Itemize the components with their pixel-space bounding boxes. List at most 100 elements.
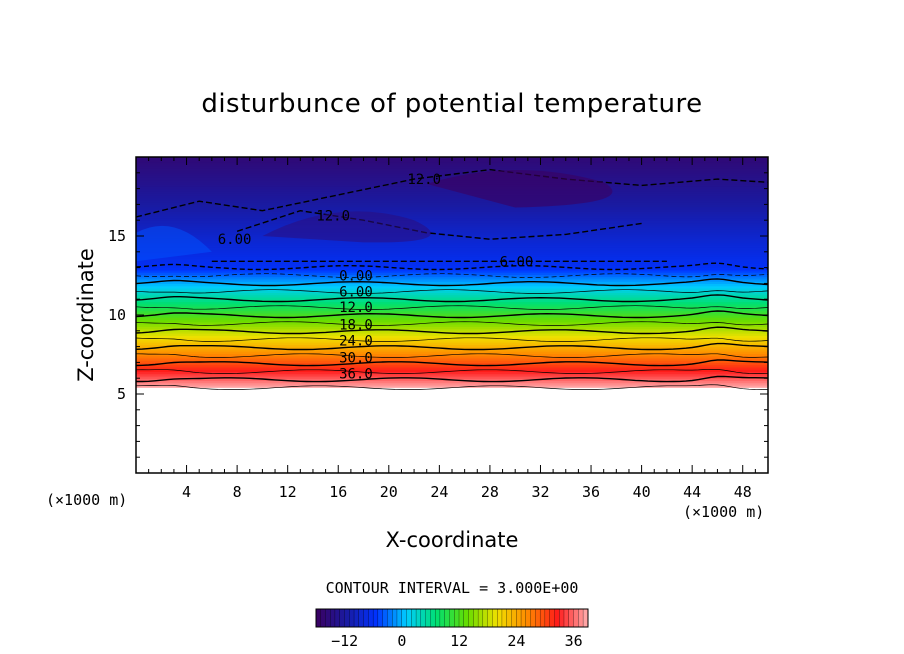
colorbar-cell xyxy=(349,609,355,627)
x-tick-label: 20 xyxy=(380,483,398,501)
color-band xyxy=(136,355,768,359)
colorbar-cell xyxy=(368,609,374,627)
contour-label: 36.0 xyxy=(339,366,373,382)
color-band xyxy=(136,315,768,318)
colorbar-cell xyxy=(492,609,498,627)
colorbar-cell xyxy=(406,609,412,627)
color-band xyxy=(136,274,768,278)
contour-label: 6.00 xyxy=(218,232,252,248)
colorbar-cell xyxy=(540,609,546,627)
contour-line xyxy=(136,359,768,367)
contour-label: 30.0 xyxy=(339,351,373,367)
colorbar-cell xyxy=(373,609,379,627)
color-band xyxy=(136,324,768,327)
colorbar-cell xyxy=(483,609,489,627)
color-band xyxy=(136,215,768,219)
color-band xyxy=(136,342,768,345)
cold-core xyxy=(262,211,431,243)
color-band xyxy=(136,373,768,377)
colorbar-cell xyxy=(545,609,551,627)
colorbar-cell xyxy=(425,609,431,627)
x-tick-label: 32 xyxy=(531,483,549,501)
color-band xyxy=(136,326,768,330)
colorbar-cell xyxy=(521,609,527,627)
color-band xyxy=(136,301,768,305)
colorbar-cell xyxy=(416,609,422,627)
colorbar-tick-labels: −12 0 12 24 36 xyxy=(331,632,583,650)
colorbar-cell xyxy=(382,609,388,627)
color-band xyxy=(136,384,768,388)
color-band xyxy=(136,351,768,354)
color-band xyxy=(136,170,768,174)
color-band xyxy=(136,260,768,264)
contour-line xyxy=(136,321,768,326)
color-band xyxy=(136,220,768,224)
contour-line xyxy=(136,326,768,335)
colorbar-tick-label: 12 xyxy=(450,632,468,650)
color-band xyxy=(136,317,768,321)
contour-line xyxy=(136,337,768,342)
color-band xyxy=(136,263,768,266)
colorbar-cell xyxy=(392,609,398,627)
color-band xyxy=(136,161,768,165)
color-band xyxy=(136,254,768,257)
color-band xyxy=(136,238,768,242)
color-band xyxy=(136,348,768,352)
color-band xyxy=(136,382,768,386)
color-band xyxy=(136,333,768,336)
color-band xyxy=(136,303,768,307)
chart-title: disturbunce of potential temperature xyxy=(201,89,702,119)
colorbar-cell xyxy=(325,609,331,627)
x-tick-label: 12 xyxy=(279,483,297,501)
x-tick-label: 36 xyxy=(582,483,600,501)
color-band xyxy=(136,265,768,269)
color-band xyxy=(136,226,768,230)
contour-label: 18.0 xyxy=(339,317,373,333)
color-band xyxy=(136,240,768,244)
colorbar-cell xyxy=(454,609,460,627)
colorbar-cell xyxy=(339,609,346,627)
colorbar-cell xyxy=(397,609,403,627)
colorbar-cell xyxy=(440,609,446,627)
y-unit-label: (×1000 m) xyxy=(46,491,127,509)
color-band xyxy=(136,305,768,309)
contour-labels: 0.006.0012.018.024.030.036.06.0012.012.0… xyxy=(218,172,534,382)
colorbar-cell xyxy=(411,609,417,627)
colorbar-cell xyxy=(487,609,493,627)
color-band xyxy=(136,224,768,228)
color-band xyxy=(136,380,768,384)
color-band xyxy=(136,364,768,368)
color-band xyxy=(136,337,768,341)
color-band xyxy=(136,312,768,316)
upper-negative-region xyxy=(136,170,613,262)
color-band xyxy=(136,294,768,298)
color-band xyxy=(136,287,768,291)
colorbar-cell xyxy=(568,609,575,627)
colorbar-cell xyxy=(354,609,360,627)
color-band xyxy=(136,213,768,217)
contour-line xyxy=(136,305,768,310)
color-band xyxy=(136,366,768,370)
colorbar-cell xyxy=(473,609,479,627)
colorbar-cell xyxy=(363,609,369,627)
x-tick-label: 40 xyxy=(633,483,651,501)
color-band xyxy=(136,290,768,294)
color-band xyxy=(136,335,768,339)
color-band xyxy=(136,245,768,248)
color-band xyxy=(136,281,768,284)
colorbar-cell xyxy=(358,609,365,627)
contour-line xyxy=(136,310,768,319)
color-band xyxy=(136,229,768,233)
contour-line xyxy=(136,262,768,271)
colorbar-cell xyxy=(506,609,513,627)
x-axis-title: X-coordinate xyxy=(386,528,519,552)
color-band xyxy=(136,206,768,210)
colorbar-cell xyxy=(420,609,427,627)
color-band xyxy=(136,197,768,201)
colorbar-cell xyxy=(578,609,584,627)
color-band xyxy=(136,217,768,221)
contour-label: 12.0 xyxy=(339,300,373,316)
color-band xyxy=(136,247,768,251)
colorbar-cell xyxy=(449,609,455,627)
color-band xyxy=(136,339,768,343)
